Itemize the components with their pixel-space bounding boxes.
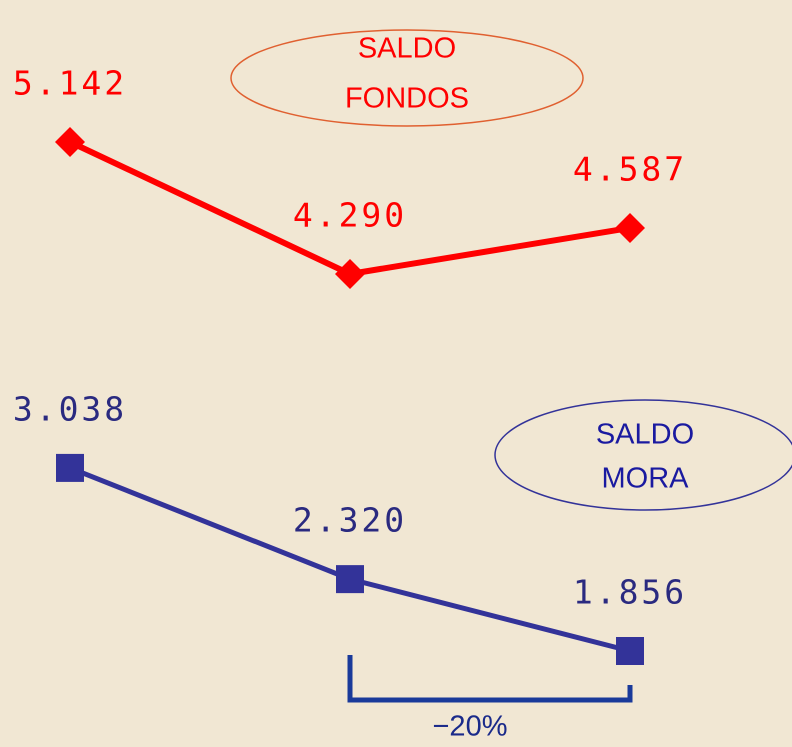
data-label: 4.587 bbox=[573, 149, 687, 188]
bracket bbox=[347, 655, 633, 703]
marker bbox=[56, 453, 84, 482]
annotation-ellipse bbox=[230, 29, 584, 127]
annotation: −20% bbox=[433, 711, 508, 743]
marker bbox=[335, 258, 365, 289]
marker bbox=[616, 637, 644, 665]
annotation: FONDOS bbox=[345, 83, 469, 115]
data-label: 3.038 bbox=[13, 389, 127, 428]
annotation-ellipse bbox=[494, 399, 792, 511]
data-label: 4.290 bbox=[293, 195, 407, 234]
marker bbox=[336, 565, 364, 594]
annotation: SALDO bbox=[358, 33, 456, 65]
data-label: 1.856 bbox=[573, 573, 687, 612]
annotation: MORA bbox=[602, 463, 690, 495]
data-label: 2.320 bbox=[293, 501, 407, 540]
marker bbox=[55, 127, 85, 157]
annotation: SALDO bbox=[596, 419, 694, 451]
marker bbox=[615, 212, 645, 243]
data-label: 5.142 bbox=[13, 64, 127, 103]
